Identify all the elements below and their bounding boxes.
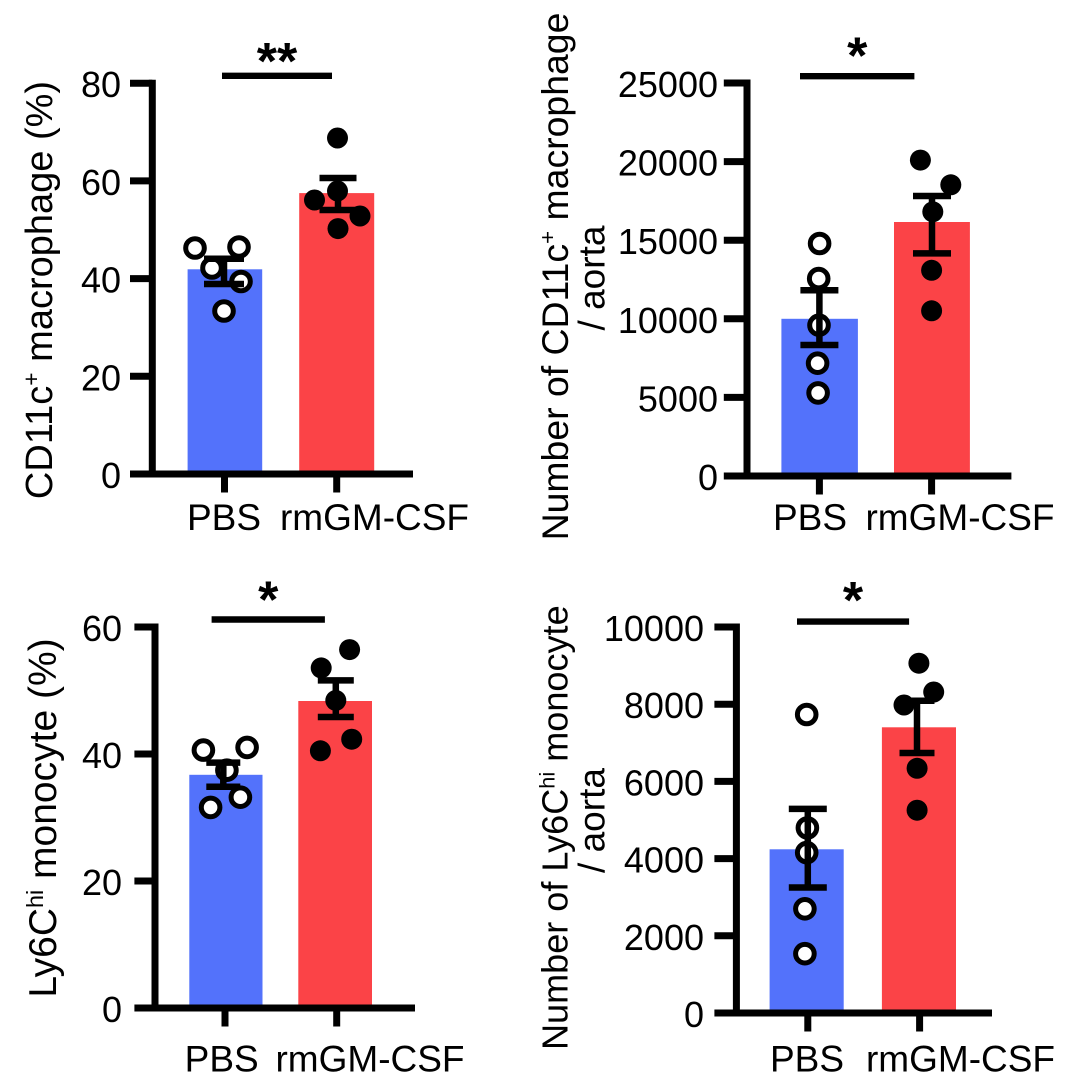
svg-text:0: 0 (698, 457, 718, 498)
svg-text:*: * (847, 28, 868, 86)
svg-text:2000: 2000 (624, 917, 704, 958)
svg-text:Ly6Chi​ monocyte (%): Ly6Chi​ monocyte (%) (22, 638, 65, 997)
svg-text:25000: 25000 (618, 64, 718, 105)
svg-text:40: 40 (81, 260, 121, 301)
svg-text:*: * (258, 571, 279, 629)
svg-text:10000: 10000 (604, 608, 704, 649)
svg-text:20: 20 (81, 357, 121, 398)
svg-text:0: 0 (102, 989, 122, 1030)
svg-text:60: 60 (82, 608, 122, 649)
svg-text:20: 20 (82, 862, 122, 903)
svg-text:80: 80 (81, 64, 121, 105)
svg-text:60: 60 (81, 162, 121, 203)
svg-text:10000: 10000 (618, 300, 718, 341)
svg-text:PBS: PBS (185, 1039, 259, 1080)
svg-text:rmGM-CSF: rmGM-CSF (275, 1039, 464, 1080)
svg-text:4000: 4000 (624, 840, 704, 881)
svg-text:/ aorta: / aorta (572, 225, 613, 330)
svg-text:CD11c+​ macrophage (%): CD11c+​ macrophage (%) (18, 81, 61, 499)
svg-text:20000: 20000 (618, 143, 718, 184)
svg-text:PBS: PBS (773, 497, 847, 538)
svg-text:5000: 5000 (638, 378, 718, 419)
svg-text:0: 0 (684, 994, 704, 1035)
svg-text:0: 0 (101, 455, 121, 496)
svg-text:15000: 15000 (618, 221, 718, 262)
svg-text:rmGM-CSF: rmGM-CSF (866, 1039, 1055, 1080)
svg-text:40: 40 (82, 735, 122, 776)
svg-text:6000: 6000 (624, 762, 704, 803)
svg-text:Number of Ly6Chi​ monocyte: Number of Ly6Chi​ monocyte (535, 605, 576, 1050)
svg-text:**: ** (257, 33, 298, 91)
svg-text:rmGM-CSF: rmGM-CSF (280, 497, 469, 538)
svg-text:8000: 8000 (624, 685, 704, 726)
svg-text:rmGM-CSF: rmGM-CSF (865, 497, 1054, 538)
svg-text:/ aorta: / aorta (572, 768, 613, 873)
svg-text:PBS: PBS (770, 1039, 844, 1080)
svg-text:PBS: PBS (187, 497, 261, 538)
svg-text:*: * (843, 572, 864, 630)
svg-text:Number of CD11c+​ macrophage: Number of CD11c+​ macrophage (534, 13, 576, 541)
